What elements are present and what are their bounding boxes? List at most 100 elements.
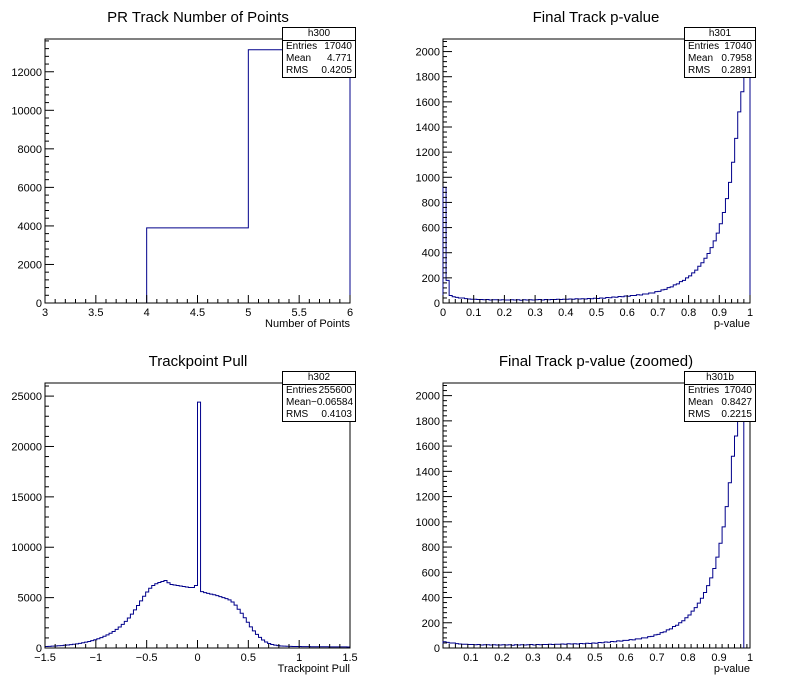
x-tick-label: 0.3: [525, 652, 540, 664]
stats-entries-value: 17040: [724, 385, 752, 396]
x-tick-label: 3: [42, 307, 48, 319]
x-tick-label: 6: [347, 307, 353, 319]
y-tick-label: 600: [422, 567, 440, 579]
y-tick-label: 800: [422, 542, 440, 554]
stats-entries-label: Entries: [688, 41, 720, 52]
x-tick-label: 0.7: [650, 307, 665, 319]
x-axis-label: Number of Points: [265, 318, 350, 330]
x-tick-label: 0.4: [556, 652, 571, 664]
y-tick-label: 0: [36, 643, 42, 655]
stats-mean-value: 0.8427: [721, 397, 752, 408]
y-tick-label: 1600: [416, 97, 440, 109]
y-tick-label: 1200: [416, 492, 440, 504]
stats-rms-label: RMS: [286, 65, 309, 76]
x-tick-label: −1.5: [34, 652, 56, 664]
y-tick-label: 600: [422, 223, 440, 235]
x-tick-label: 1: [747, 307, 753, 319]
plot-frame: [44, 38, 351, 304]
title-pr-track-number-of-points: PR Track Number of Points: [107, 9, 289, 26]
y-tick-label: 200: [422, 618, 440, 630]
y-tick-label: 1200: [416, 147, 440, 159]
x-tick-label: 0.8: [681, 307, 696, 319]
stats-hist-name: h301: [685, 28, 755, 41]
title-trackpoint-pull: Trackpoint Pull: [148, 353, 248, 370]
y-tick-label: 8000: [18, 144, 42, 156]
stats-box-h301: h301 Entries 17040 Mean 0.7958 RMS 0.2891: [684, 27, 756, 78]
x-tick-label: 0: [440, 307, 446, 319]
x-tick-label: 0: [194, 652, 200, 664]
stats-mean-value: −0.06584: [311, 397, 354, 408]
y-tick-label: 2000: [416, 47, 440, 59]
title-final-track-p-value-zoomed: Final Track p-value (zoomed): [498, 353, 694, 370]
x-tick-label: 0.5: [589, 307, 604, 319]
chart-panel-3: 0.1 0.2 0.3 0.4 0.5 0.6 0.7 0.8 0.9 1 0 200 400 600 80…: [416, 382, 753, 675]
stats-rms-label: RMS: [688, 65, 711, 76]
x-tick-label: 4.5: [190, 307, 205, 319]
y-tick-label: 10000: [11, 542, 42, 554]
y-tick-label: 1000: [416, 517, 440, 529]
x-tick-label: 5.5: [292, 307, 307, 319]
x-tick-label: 0.6: [620, 307, 635, 319]
stats-mean-label: Mean: [688, 53, 714, 64]
y-tick-label: 20000: [11, 441, 42, 453]
x-tick-label: 0.2: [497, 307, 512, 319]
y-tick-label: 0: [434, 298, 440, 310]
x-tick-label: 5: [245, 307, 251, 319]
stats-rms-value: 0.2215: [721, 409, 752, 420]
y-tick-label: 1800: [416, 72, 440, 84]
y-tick-label: 400: [422, 248, 440, 260]
stats-entries-value: 17040: [724, 41, 752, 52]
x-tick-label: 1: [747, 652, 753, 664]
y-tick-label: 1400: [416, 466, 440, 478]
plot-frame: [442, 382, 751, 649]
y-tick-label: 12000: [11, 67, 42, 79]
stats-entries-label: Entries: [286, 385, 318, 396]
x-axis-label: p-value: [714, 663, 750, 675]
y-tick-label: 6000: [18, 182, 42, 194]
y-tick-label: 1800: [416, 416, 440, 428]
x-tick-label: 0.1: [463, 652, 478, 664]
x-tick-label: 0.4: [558, 307, 573, 319]
y-tick-label: 15000: [11, 492, 42, 504]
stats-hist-name: h302: [283, 372, 355, 385]
x-tick-label: 4: [144, 307, 150, 319]
stats-hist-name: h300: [283, 28, 355, 41]
x-axis-label: Trackpoint Pull: [278, 663, 350, 675]
stats-entries-value: 255600: [318, 385, 352, 396]
y-tick-label: 0: [36, 298, 42, 310]
y-tick-label: 2000: [18, 259, 42, 271]
chart-panel-2: −1.5 −1 −0.5 0 0.5 1 1.5 0 5000 10000 15000 20000 25…: [11, 382, 358, 675]
chart-panel-0: 3 3.5 4 4.5 5 5.5 6 0 2000 4000 6000 8000 10000 12000…: [11, 38, 353, 330]
x-tick-label: 0.9: [711, 652, 726, 664]
x-axis-label: p-value: [714, 318, 750, 330]
y-tick-label: 400: [422, 593, 440, 605]
chart-panel-1: 0 0.1 0.2 0.3 0.4 0.5 0.6 0.7 0.8 0.9 1 0 200 400 600 8…: [416, 38, 753, 330]
stats-box-h300: h300 Entries 17040 Mean 4.771 RMS 0.4205: [282, 27, 356, 78]
x-tick-label: 0.6: [618, 652, 633, 664]
histogram-series-line: [44, 401, 351, 648]
x-tick-label: 0.7: [649, 652, 664, 664]
stats-mean-value: 4.771: [326, 53, 352, 64]
x-tick-label: 1.5: [342, 652, 357, 664]
x-tick-label: −0.5: [136, 652, 158, 664]
y-tick-label: 200: [422, 273, 440, 285]
y-tick-label: 800: [422, 197, 440, 209]
y-tick-label: 1000: [416, 172, 440, 184]
stats-mean-label: Mean: [286, 397, 312, 408]
x-tick-label: 1: [296, 652, 302, 664]
x-tick-label: 0.5: [587, 652, 602, 664]
x-tick-label: 0.1: [466, 307, 481, 319]
x-tick-label: 3.5: [88, 307, 103, 319]
y-tick-label: 25000: [11, 391, 42, 403]
stats-rms-label: RMS: [688, 409, 711, 420]
x-tick-label: 0.3: [527, 307, 542, 319]
stats-box-h301b: h301b Entries 17040 Mean 0.8427 RMS 0.2215: [684, 371, 756, 422]
stats-entries-value: 17040: [324, 41, 352, 52]
y-tick-label: 10000: [11, 105, 42, 117]
y-tick-label: 0: [434, 643, 440, 655]
histogram-series-line: [442, 387, 745, 648]
stats-mean-label: Mean: [286, 53, 312, 64]
stats-rms-value: 0.4103: [321, 409, 352, 420]
x-tick-label: 0.5: [241, 652, 256, 664]
